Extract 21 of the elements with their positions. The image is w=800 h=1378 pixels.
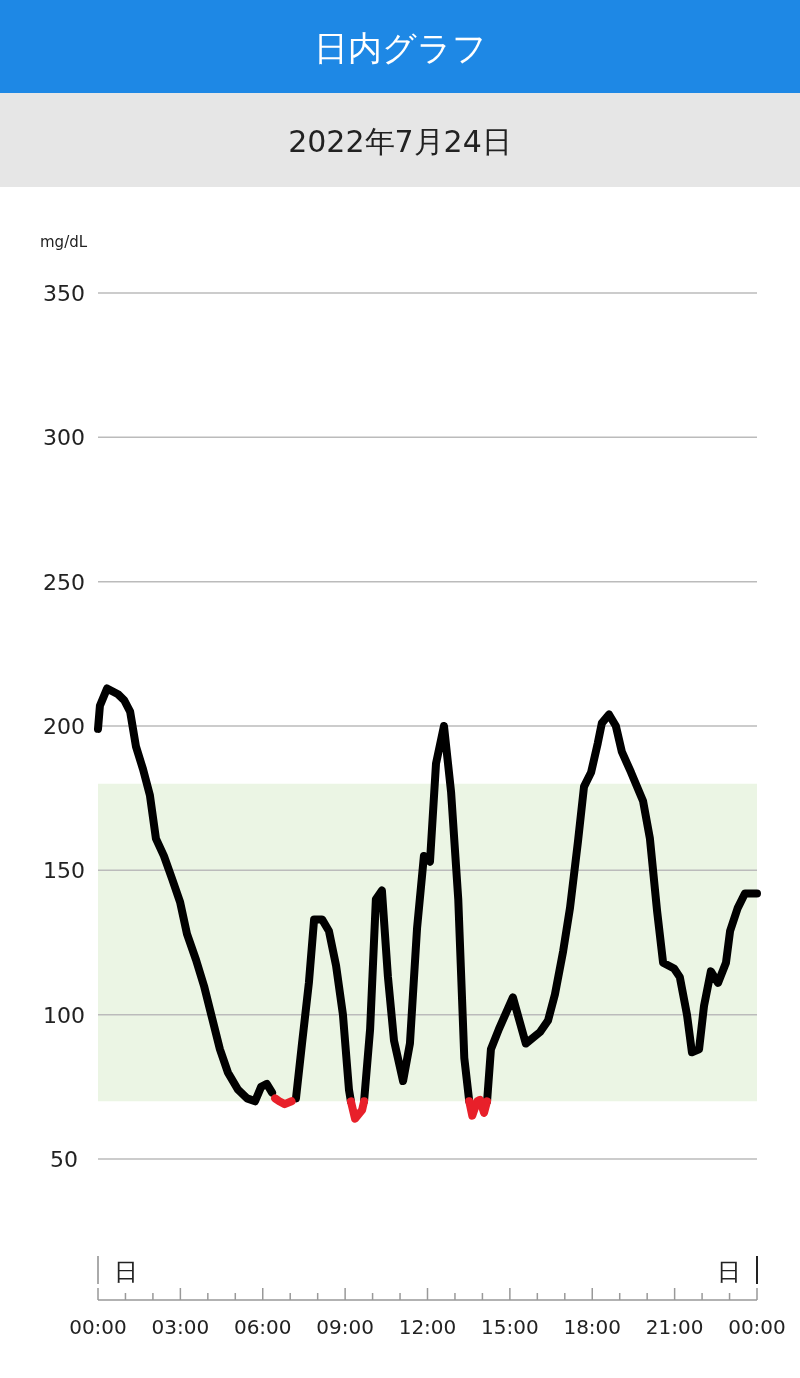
x-tick-label: 12:00 <box>398 1315 457 1339</box>
y-axis-title: mg/dL <box>40 233 88 251</box>
x-tick-label: 15:00 <box>481 1315 539 1339</box>
chart-title: 日内グラフ <box>313 28 487 68</box>
y-tick-label: 100 <box>43 1002 85 1028</box>
y-tick-label: 200 <box>43 714 85 739</box>
x-tick-label: 00:00 <box>728 1315 786 1339</box>
y-tick-label: 300 <box>43 425 85 451</box>
x-tick-label: 00:00 <box>69 1315 127 1339</box>
x-tick-label: 18:00 <box>563 1315 622 1339</box>
x-tick-label: 09:00 <box>316 1315 374 1339</box>
chart-subtitle: 2022年7月24日 <box>288 124 512 159</box>
y-tick-label: 50 <box>50 1147 78 1172</box>
text: 日 <box>717 1258 741 1286</box>
x-tick-label: 03:00 <box>151 1315 210 1339</box>
text: 日 <box>114 1258 138 1286</box>
y-tick-label: 350 <box>43 281 85 306</box>
x-tick-label: 06:00 <box>233 1315 292 1339</box>
x-tick-label: 21:00 <box>645 1315 704 1339</box>
y-tick-label: 250 <box>43 569 85 595</box>
y-tick-label: 150 <box>43 858 85 884</box>
